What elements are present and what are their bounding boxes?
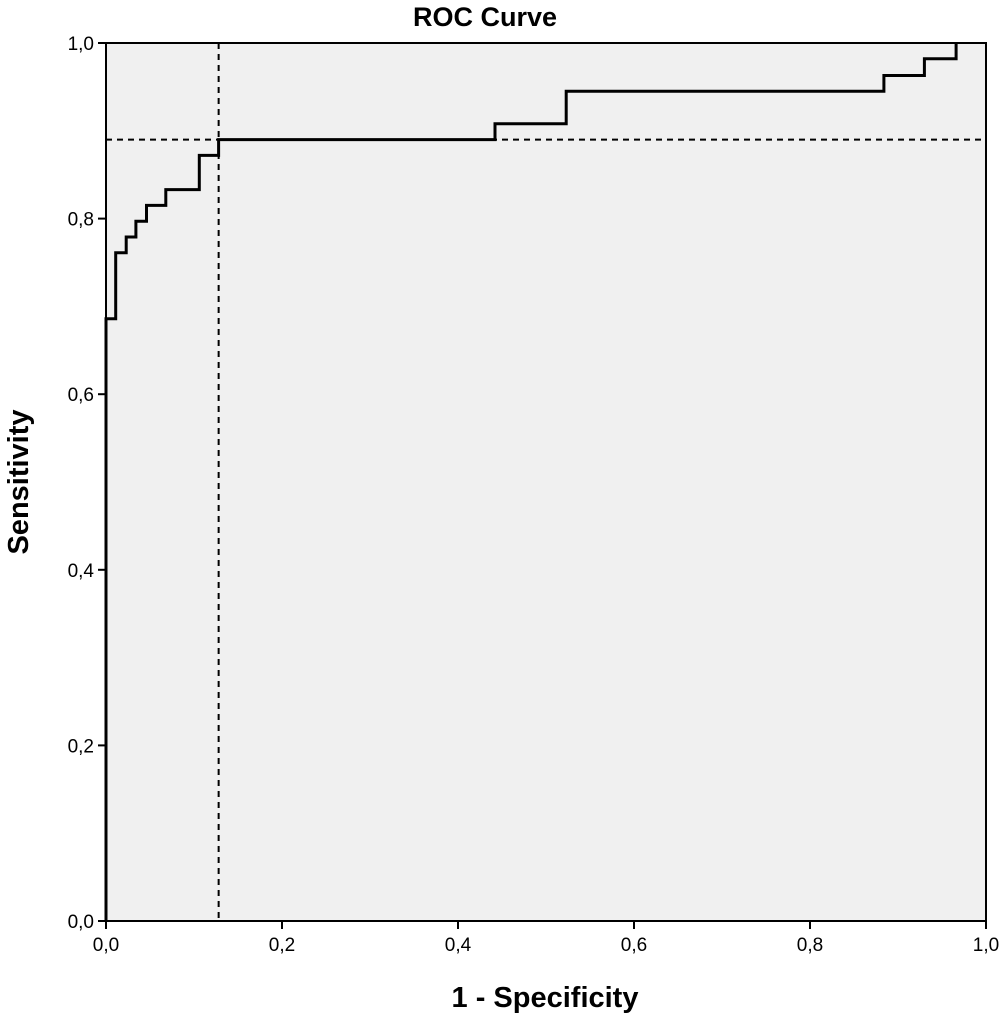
y-tick-label: 0,0: [68, 912, 94, 933]
roc-curve-line: [104, 43, 958, 921]
x-tick-label: 0,2: [269, 935, 295, 956]
x-tick-label: 0,8: [797, 935, 823, 956]
y-axis-title: Sensitivity: [3, 409, 35, 554]
y-tick-label: 1,0: [68, 34, 94, 55]
plot-background: [106, 43, 986, 921]
x-tick-label: 1,0: [973, 935, 999, 956]
plot-frame: [105, 42, 987, 922]
y-tick-label: 0,8: [68, 210, 94, 231]
y-tick-label: 0,4: [68, 561, 95, 582]
x-tick-label: 0,0: [93, 935, 119, 956]
chart-title: ROC Curve: [413, 2, 557, 32]
y-tick-label: 0,2: [68, 736, 94, 757]
plot-area: 0,0 0,2 0,4 0,6 0,8 1,0 0,0 0,2 0,4 0,6 0,8 1,0: [68, 34, 1000, 956]
y-tick-label: 0,6: [68, 385, 94, 406]
x-tick-label: 0,4: [445, 935, 472, 956]
x-axis-title: 1 - Specificity: [452, 982, 639, 1014]
x-tick-label: 0,6: [621, 935, 647, 956]
